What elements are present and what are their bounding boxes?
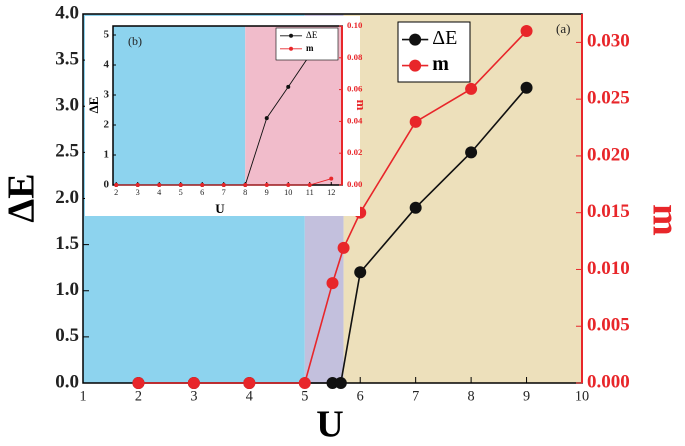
x-tick-label: 3 bbox=[136, 188, 140, 197]
y-tick-label: 1.5 bbox=[55, 233, 79, 254]
legend-label: ΔE bbox=[306, 30, 318, 40]
x-tick-label: 9 bbox=[265, 188, 269, 197]
point bbox=[329, 176, 334, 181]
y-tick-label: 3.0 bbox=[55, 95, 79, 116]
point bbox=[132, 377, 145, 389]
legend-marker bbox=[409, 59, 422, 72]
x-tick-label: 8 bbox=[243, 188, 247, 197]
y-tick-label: 3 bbox=[104, 89, 110, 101]
y-tick-label: 2 bbox=[104, 119, 110, 131]
point bbox=[187, 377, 200, 389]
legend-label: m bbox=[306, 43, 314, 53]
point bbox=[264, 183, 269, 187]
x-tick-label: 2 bbox=[114, 188, 118, 197]
x-tick-label: 5 bbox=[301, 389, 308, 405]
region bbox=[113, 26, 246, 185]
x-tick-label: 2 bbox=[135, 389, 142, 405]
legend-box bbox=[275, 27, 339, 61]
x-tick-label: 6 bbox=[357, 389, 364, 405]
x-tick-label: 10 bbox=[284, 188, 292, 197]
point bbox=[243, 183, 248, 187]
x-tick-label: 8 bbox=[468, 389, 475, 405]
y2-axis-label: m bbox=[354, 100, 369, 111]
x-axis-label: U bbox=[316, 404, 343, 446]
point bbox=[409, 201, 422, 214]
y-tick-label: 2.5 bbox=[55, 141, 79, 162]
y-tick-label: 4.0 bbox=[55, 2, 79, 23]
point bbox=[337, 241, 350, 254]
y2-tick-label: 0.010 bbox=[587, 258, 630, 279]
x-tick-label: 4 bbox=[246, 389, 253, 405]
y2-tick-label: 0.025 bbox=[587, 88, 630, 109]
legend-label: ΔE bbox=[432, 27, 457, 49]
y-tick-label: 1 bbox=[104, 149, 110, 161]
y-tick-label: 0.5 bbox=[55, 325, 79, 346]
legend-marker bbox=[289, 33, 294, 38]
y2-tick-label: 0.00 bbox=[347, 179, 363, 189]
x-axis-label: U bbox=[215, 201, 225, 216]
y2-tick-label: 0.000 bbox=[587, 371, 630, 392]
x-tick-label: 7 bbox=[222, 188, 226, 197]
point bbox=[264, 116, 269, 121]
y-tick-label: 0.0 bbox=[55, 371, 79, 392]
point bbox=[520, 81, 533, 94]
point bbox=[520, 25, 533, 38]
y2-tick-label: 0.08 bbox=[347, 52, 363, 62]
point bbox=[221, 183, 226, 187]
y2-tick-label: 0.04 bbox=[347, 115, 363, 125]
x-tick-label: 3 bbox=[190, 389, 197, 405]
y-tick-label: 3.5 bbox=[55, 48, 79, 69]
series-line bbox=[138, 30, 528, 384]
legend-marker bbox=[409, 33, 422, 46]
x-tick-label: 10 bbox=[575, 389, 589, 405]
point bbox=[200, 183, 205, 187]
legend-label: m bbox=[432, 53, 449, 75]
point bbox=[114, 183, 119, 187]
point bbox=[465, 82, 478, 95]
y-tick-label: 4 bbox=[104, 59, 110, 71]
x-tick-label: 6 bbox=[200, 188, 204, 197]
point bbox=[334, 377, 347, 389]
legend-marker bbox=[289, 46, 294, 51]
x-tick-label: 9 bbox=[523, 389, 530, 405]
x-tick-label: 4 bbox=[157, 188, 161, 197]
x-tick-label: 11 bbox=[306, 188, 314, 197]
panel-label: (a) bbox=[556, 21, 570, 36]
point bbox=[178, 183, 183, 187]
point bbox=[298, 377, 311, 389]
x-tick-label: 1 bbox=[79, 389, 86, 405]
y2-tick-label: 0.030 bbox=[587, 31, 630, 52]
y2-tick-label: 0.02 bbox=[347, 147, 363, 157]
y-tick-label: 0 bbox=[104, 179, 110, 191]
point bbox=[135, 183, 140, 187]
point bbox=[286, 84, 291, 89]
y2-tick-label: 0.020 bbox=[587, 144, 630, 165]
point bbox=[409, 115, 422, 128]
x-tick-label: 12 bbox=[327, 188, 335, 197]
y2-tick-label: 0.10 bbox=[347, 20, 363, 30]
point bbox=[326, 277, 339, 290]
point bbox=[157, 183, 162, 187]
point bbox=[326, 377, 339, 389]
panel-label: (b) bbox=[128, 34, 142, 48]
y2-tick-label: 0.005 bbox=[587, 315, 630, 336]
point bbox=[243, 377, 256, 389]
y2-tick-label: 0.06 bbox=[347, 84, 363, 94]
y-tick-label: 2.0 bbox=[55, 187, 79, 208]
y2-axis-label: m bbox=[644, 204, 685, 236]
point bbox=[354, 266, 367, 279]
point bbox=[286, 183, 291, 187]
y2-tick-label: 0.015 bbox=[587, 201, 630, 222]
point bbox=[307, 183, 312, 187]
point bbox=[465, 146, 478, 159]
y-tick-label: 5 bbox=[104, 29, 110, 41]
y-axis-label: ΔE bbox=[1, 173, 43, 222]
x-tick-label: 5 bbox=[179, 188, 183, 197]
y-tick-label: 1.0 bbox=[55, 279, 79, 300]
y-axis-label: ΔE bbox=[86, 97, 101, 114]
legend-box bbox=[397, 21, 471, 83]
x-tick-label: 7 bbox=[412, 389, 419, 405]
